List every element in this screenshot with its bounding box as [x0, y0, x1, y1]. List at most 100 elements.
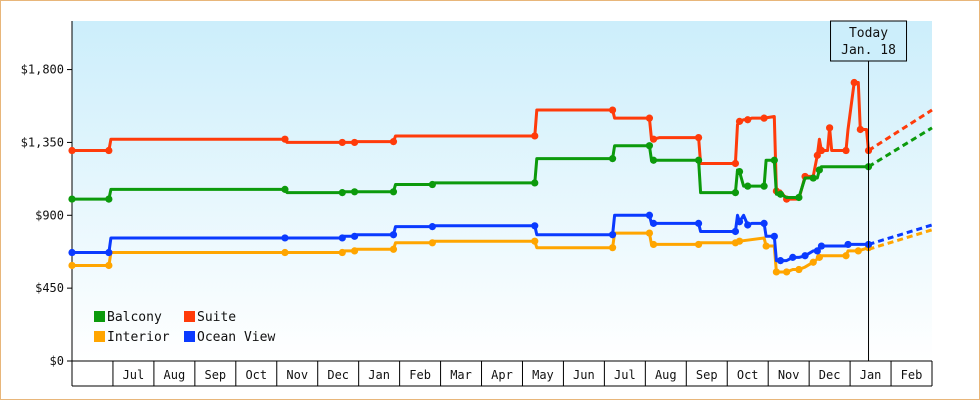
y-axis: $0 $450 $900 $1,350 $1,800 [21, 21, 73, 386]
data-point [856, 125, 864, 134]
x-tick-label: Nov [778, 368, 800, 382]
data-point [649, 156, 658, 164]
x-tick-label: Sep [204, 368, 226, 382]
data-point [844, 240, 852, 249]
x-tick-label: Jan [860, 368, 882, 382]
data-point [338, 234, 346, 242]
data-point [608, 155, 617, 163]
data-point [350, 232, 359, 240]
data-point [338, 189, 346, 197]
series-ocean-view [68, 211, 933, 265]
today-box [830, 20, 908, 62]
projection-line [868, 223, 933, 246]
data-point [338, 138, 346, 147]
data-point [813, 247, 821, 255]
data-point [731, 159, 740, 168]
data-point [649, 135, 658, 143]
x-tick-label: Dec [327, 368, 349, 382]
today-date: Jan. 18 [841, 43, 896, 58]
data-point [735, 237, 744, 245]
series-layer [68, 78, 933, 276]
data-point [389, 188, 398, 196]
x-tick-label: Feb [901, 368, 923, 382]
data-point [68, 146, 76, 155]
x-tick-label: Jan [368, 368, 390, 382]
data-point [813, 151, 821, 159]
data-point [389, 138, 398, 146]
data-point [68, 195, 76, 203]
x-axis: Jul Aug Sep Oct Nov Dec Jan Feb Mar Apr May Jun Jul A… [72, 360, 933, 387]
data-point [105, 248, 113, 257]
projection-line [867, 108, 933, 152]
data-point [338, 248, 346, 257]
y-tick-label: $900 [35, 208, 64, 222]
data-point [531, 179, 539, 187]
data-point [608, 231, 617, 239]
data-point [608, 244, 617, 252]
data-point [428, 223, 436, 231]
data-point [850, 78, 858, 87]
data-point [770, 156, 778, 164]
x-tick-label: Apr [491, 368, 513, 382]
data-point [645, 142, 654, 150]
today-label: Today [849, 26, 888, 41]
x-tick-label: Sep [696, 368, 718, 382]
x-tick-label: Aug [164, 368, 186, 382]
data-point [350, 138, 359, 147]
x-tick-label: May [532, 368, 554, 382]
data-point [795, 193, 803, 202]
legend-swatch [94, 311, 105, 322]
plot-background [72, 21, 932, 361]
y-tick-label: $1,350 [21, 135, 64, 149]
data-point [809, 258, 817, 266]
y-tick-label: $1,800 [21, 63, 64, 77]
x-tick-label: Jun [573, 368, 595, 382]
projection-line [867, 126, 933, 168]
data-point [350, 188, 359, 196]
x-tick-label: Jul [614, 368, 636, 382]
data-point [649, 219, 658, 227]
data-point [776, 190, 785, 198]
data-point [645, 114, 654, 122]
x-tick-label: Mar [450, 368, 472, 382]
data-point [281, 248, 289, 257]
data-point [776, 257, 785, 265]
data-point [389, 231, 398, 239]
data-point [789, 253, 797, 261]
x-tick-label: Nov [286, 368, 308, 382]
x-tick-label: Dec [819, 368, 841, 382]
legend-label: Interior [107, 330, 170, 345]
data-point [842, 252, 850, 260]
x-tick-label: Feb [409, 368, 431, 382]
series-balcony [68, 126, 933, 203]
legend: Balcony Suite Interior Ocean View [94, 310, 275, 345]
projection-line [868, 228, 933, 251]
data-point [105, 261, 113, 270]
y-tick-label: $450 [35, 281, 64, 295]
data-point [731, 227, 740, 236]
data-point [735, 117, 744, 125]
x-tick-label: Oct [737, 368, 759, 382]
data-point [645, 229, 654, 237]
data-point [760, 219, 768, 227]
data-point [694, 219, 703, 227]
data-point [694, 133, 703, 142]
legend-label: Suite [197, 310, 236, 325]
data-point [744, 182, 752, 190]
data-point [817, 146, 826, 155]
data-point [817, 242, 826, 250]
data-point [350, 247, 359, 255]
data-point [105, 195, 113, 203]
x-tick-label: Aug [655, 368, 677, 382]
data-point [608, 106, 617, 114]
legend-swatch [184, 311, 195, 322]
data-point [68, 248, 76, 257]
data-point [760, 182, 768, 190]
legend-swatch [94, 331, 105, 342]
data-point [783, 268, 791, 276]
data-point [760, 114, 768, 122]
data-point [809, 174, 817, 182]
data-point [281, 185, 289, 193]
x-tick-label: Oct [245, 368, 267, 382]
data-point [735, 167, 744, 176]
